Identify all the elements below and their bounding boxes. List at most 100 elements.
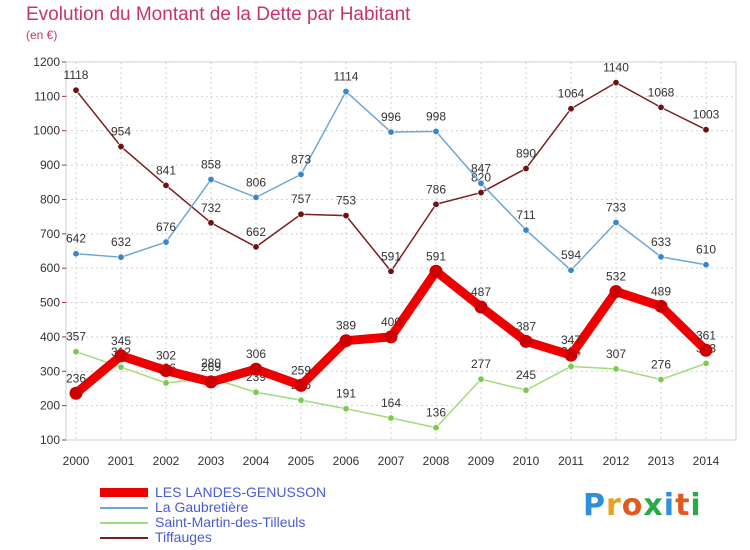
data-point: [702, 126, 710, 134]
x-tick-label: 2010: [513, 454, 540, 468]
data-label: 136: [426, 406, 446, 420]
legend-swatch: [100, 522, 148, 524]
legend-label: LES LANDES-GENUSSON: [155, 484, 327, 500]
data-label: 954: [111, 125, 131, 139]
logo-letter: P: [583, 488, 606, 523]
data-point: [432, 127, 440, 135]
data-point: [474, 300, 488, 314]
data-point: [252, 388, 260, 396]
data-label: 858: [201, 158, 221, 172]
data-label: 591: [381, 249, 401, 263]
data-point: [432, 424, 440, 432]
legend-swatch: [100, 537, 148, 539]
data-label: 632: [111, 235, 131, 249]
data-point: [567, 362, 575, 370]
data-point: [297, 210, 305, 218]
data-label: 998: [426, 109, 446, 123]
data-label: 753: [336, 194, 356, 208]
data-point: [522, 226, 530, 234]
data-label: 487: [471, 285, 491, 299]
y-tick-label: 1200: [33, 55, 60, 69]
data-label: 277: [471, 357, 491, 371]
logo-letter: x: [643, 488, 664, 523]
data-point: [204, 375, 218, 389]
legend-item: LES LANDES-GENUSSON: [100, 484, 400, 500]
data-label: 786: [426, 182, 446, 196]
data-label: 307: [606, 347, 626, 361]
y-tick-label: 200: [40, 399, 60, 413]
data-label: 302: [156, 349, 176, 363]
data-point: [252, 243, 260, 251]
data-point: [297, 396, 305, 404]
data-label: 757: [291, 192, 311, 206]
data-label: 820: [471, 171, 491, 185]
data-point: [342, 405, 350, 413]
data-point: [477, 179, 485, 187]
legend-item: La Gaubretière: [100, 499, 400, 515]
data-point: [339, 334, 353, 348]
y-tick-label: 900: [40, 158, 60, 172]
x-tick-label: 2000: [63, 454, 90, 468]
x-tick-label: 2002: [153, 454, 180, 468]
data-point: [387, 414, 395, 422]
data-point: [609, 285, 623, 299]
chart-title: Evolution du Montant de la Dette par Hab…: [26, 4, 411, 25]
data-point: [567, 105, 575, 113]
data-label: 400: [381, 315, 401, 329]
y-tick-label: 500: [40, 296, 60, 310]
data-point: [252, 193, 260, 201]
data-point: [429, 264, 443, 278]
data-label: 1068: [648, 85, 675, 99]
legend-label: Tiffauges: [155, 529, 212, 545]
data-label: 1003: [693, 108, 720, 122]
data-point: [162, 181, 170, 189]
data-label: 164: [381, 396, 401, 410]
legend-label: La Gaubretière: [155, 499, 249, 515]
data-point: [294, 378, 308, 392]
x-tick-label: 2009: [468, 454, 495, 468]
data-label: 280: [201, 356, 221, 370]
x-tick-label: 2003: [198, 454, 225, 468]
data-point: [387, 128, 395, 136]
data-point: [702, 359, 710, 367]
data-label: 259: [291, 363, 311, 377]
y-tick-label: 800: [40, 192, 60, 206]
data-point: [117, 253, 125, 261]
data-point: [249, 362, 263, 376]
data-label: 489: [651, 284, 671, 298]
data-label: 633: [651, 235, 671, 249]
data-label: 591: [426, 249, 446, 263]
x-tick-label: 2005: [288, 454, 315, 468]
data-point: [612, 79, 620, 87]
data-point: [657, 103, 665, 111]
data-point: [657, 253, 665, 261]
data-point: [567, 266, 575, 274]
data-point: [477, 375, 485, 383]
data-point: [612, 365, 620, 373]
data-label: 276: [651, 358, 671, 372]
data-label: 1140: [603, 61, 629, 75]
x-tick-label: 2007: [378, 454, 405, 468]
data-label: 269: [201, 360, 221, 374]
data-label: 806: [246, 175, 266, 189]
y-tick-label: 700: [40, 227, 60, 241]
y-tick-label: 1100: [34, 89, 60, 103]
data-label: 841: [156, 163, 176, 177]
data-label: 357: [66, 330, 86, 344]
legend-swatch: [100, 488, 148, 497]
y-tick-label: 100: [40, 433, 60, 447]
data-label: 996: [381, 110, 401, 124]
data-point: [657, 376, 665, 384]
data-label: 610: [696, 243, 716, 257]
data-label: 1118: [64, 68, 89, 82]
data-label: 733: [606, 200, 626, 214]
data-label: 345: [111, 334, 131, 348]
data-point: [342, 212, 350, 220]
data-label: 847: [471, 161, 491, 175]
data-point: [612, 218, 620, 226]
data-point: [72, 250, 80, 258]
y-tick-label: 600: [40, 261, 60, 275]
data-point: [342, 88, 350, 96]
x-tick-label: 2012: [603, 454, 630, 468]
